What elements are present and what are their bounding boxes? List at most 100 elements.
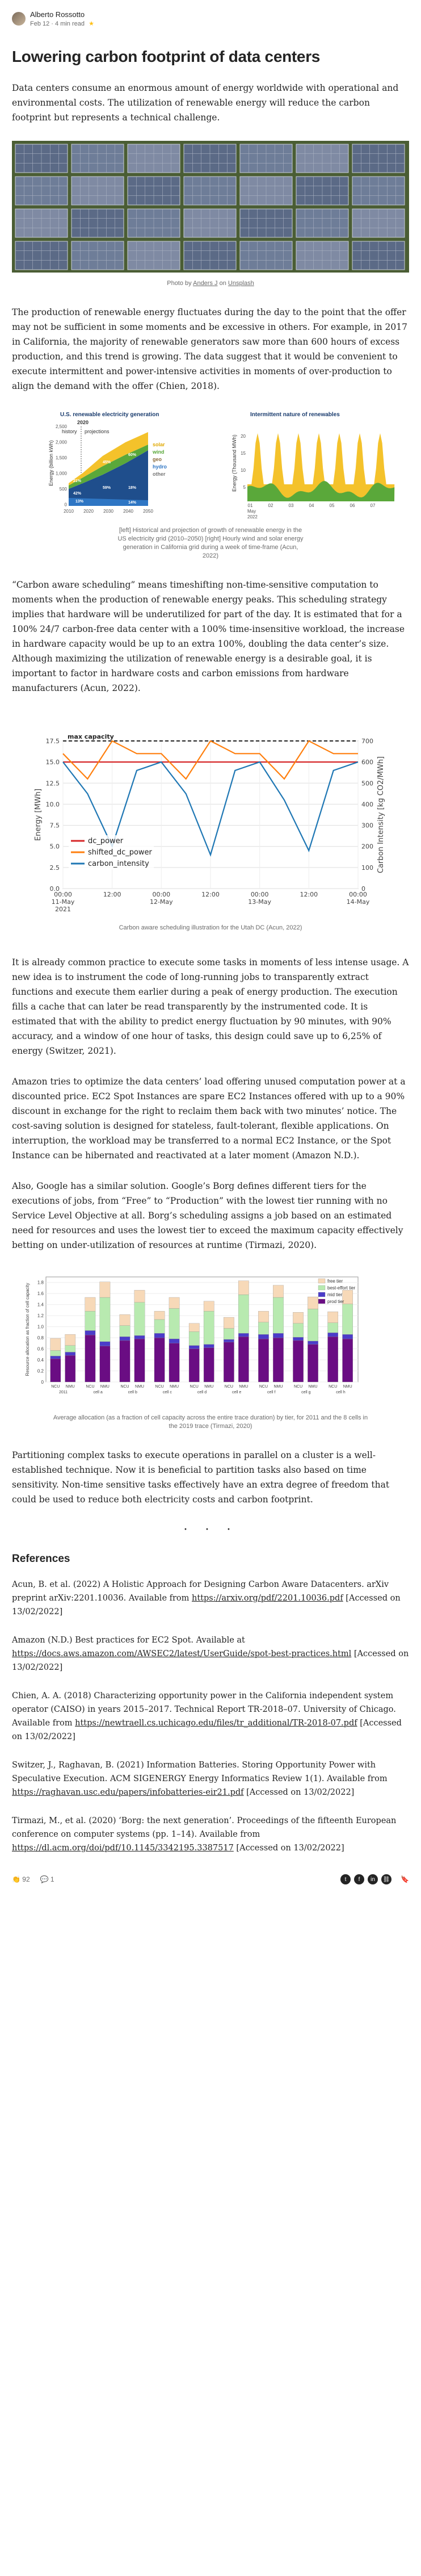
bar-mid: [134, 1335, 145, 1339]
bar-label: NMU: [170, 1385, 179, 1389]
clap-count: 92: [22, 1875, 30, 1883]
bar-be: [238, 1295, 249, 1334]
right-ytick: 15: [241, 451, 246, 456]
bar-prod: [119, 1340, 130, 1383]
facebook-share-icon[interactable]: f: [354, 1874, 365, 1884]
bar-be: [50, 1350, 61, 1356]
comment-button[interactable]: 💬 1: [40, 1875, 54, 1883]
bar-prod: [327, 1337, 339, 1383]
group-label: cell c: [163, 1390, 172, 1394]
references-heading: References: [12, 1553, 70, 1565]
reference-link[interactable]: https://newtraell.cs.uchicago.edu/files/…: [75, 1719, 357, 1728]
legend-mid-tier: mid tier: [327, 1292, 343, 1297]
legend-prod-tier: prod tier: [327, 1299, 344, 1304]
group-label: cell h: [336, 1390, 345, 1394]
reference-link[interactable]: https://arxiv.org/pdf/2201.10036.pdf: [192, 1594, 343, 1603]
bar-mid: [308, 1341, 318, 1344]
y2-axis-label: Carbon Intensity [kg CO2/MWh]: [377, 756, 385, 873]
bar-free: [99, 1281, 111, 1298]
bar-label: NMU: [309, 1385, 318, 1389]
legend-hydro: hydro: [153, 464, 167, 470]
legend-dc_power: dc_power: [88, 837, 124, 845]
bar-free: [293, 1312, 304, 1323]
article: Alberto Rossotto Feb 12 · 4 min read ★ L…: [12, 0, 409, 1884]
reference-text: Chien, A. A. (2018) Characterizing oppor…: [12, 1691, 396, 1728]
y2-tick: 500: [361, 780, 373, 787]
bookmark-icon[interactable]: 🔖: [401, 1875, 409, 1883]
bar-mid: [258, 1334, 269, 1339]
right-xtick: 05: [330, 503, 335, 508]
y-tick: 1.0: [37, 1325, 44, 1330]
y-tick: 0.6: [37, 1347, 44, 1352]
legend-geo: geo: [153, 456, 162, 462]
bar-prod: [238, 1337, 249, 1383]
y2-tick: 200: [361, 843, 373, 851]
reference-text: Acun, B. et al. (2022) A Holistic Approa…: [12, 1580, 389, 1603]
reference-link[interactable]: https://raghavan.usc.edu/papers/infobatt…: [12, 1788, 244, 1797]
bar-be: [342, 1304, 353, 1335]
y2-tick: 300: [361, 822, 373, 830]
y-tick: 15.0: [46, 759, 60, 766]
author-bar: Alberto Rossotto Feb 12 · 4 min read ★: [12, 0, 409, 27]
bar-be: [134, 1302, 145, 1336]
right-xtick: 07: [371, 503, 376, 508]
bar-be: [169, 1308, 180, 1339]
photo-credit-mid: on: [217, 280, 228, 287]
bar-mid: [154, 1333, 165, 1338]
bar-label: NMU: [66, 1385, 75, 1389]
series-shifted_dc_power: [62, 740, 358, 780]
bar-be: [119, 1325, 130, 1337]
share-label: 42%: [73, 492, 82, 496]
y-axis-label: Resource allocation as fraction of cell …: [25, 1283, 30, 1376]
bar-label: NCU: [86, 1385, 94, 1389]
right-chart-title: Intermittent nature of renewables: [250, 412, 340, 418]
unsplash-link[interactable]: Unsplash: [228, 280, 254, 287]
x-tick: 12:00: [103, 891, 121, 898]
paragraph-6: Also, Google has a similar solution. Goo…: [12, 1181, 403, 1250]
y-tick: 12.5: [46, 780, 60, 787]
borg-caption: Average allocation (as a fraction of cel…: [53, 1414, 368, 1430]
reference-item: Switzer, J., Raghavan, B. (2021) Informa…: [12, 1758, 409, 1799]
bar-label: NMU: [273, 1385, 283, 1389]
bar-mid: [273, 1333, 284, 1338]
share-label: 21%: [73, 479, 82, 483]
reference-text: Amazon (N.D.) Best practices for EC2 Spo…: [12, 1636, 245, 1645]
x-tick: 12:00: [300, 891, 318, 898]
author-name[interactable]: Alberto Rossotto: [30, 10, 85, 19]
comment-count: 1: [50, 1875, 54, 1883]
twitter-share-icon[interactable]: t: [340, 1874, 351, 1884]
right-ylabel: Energy (Thousand MWh): [231, 434, 237, 492]
right-xtick: 02: [268, 503, 273, 508]
solar-panels-photo: [12, 141, 409, 273]
linkedin-share-icon[interactable]: in: [368, 1874, 378, 1884]
y-tick: 0.4: [37, 1358, 44, 1363]
legend-other: other: [153, 471, 166, 477]
avatar[interactable]: [12, 12, 26, 26]
reference-link[interactable]: https://docs.aws.amazon.com/AWSEC2/lates…: [12, 1649, 352, 1658]
left-xtick: 2030: [103, 509, 113, 514]
borg-figure: 0 0.2 0.4 0.6 0.8 1.0 1.2 1.4 1.6 1.8 Resource all…: [12, 1268, 409, 1431]
renewables-charts: U.S. renewable electricity generation 20…: [48, 412, 395, 520]
bar-mid: [327, 1333, 339, 1337]
bar-be: [293, 1323, 304, 1338]
bar-prod: [134, 1338, 145, 1383]
bar-be: [327, 1322, 339, 1333]
bar-mid: [342, 1334, 353, 1339]
share-label: 18%: [128, 486, 137, 490]
hero-figure: Photo by Anders J on Unsplash: [12, 141, 409, 288]
clap-button[interactable]: 👏 92: [12, 1875, 30, 1883]
reference-link[interactable]: https://dl.acm.org/doi/pdf/10.1145/33421…: [12, 1844, 234, 1853]
link-share-icon[interactable]: ⛓: [381, 1874, 392, 1884]
bar-label: NCU: [51, 1385, 60, 1389]
photo-author-link[interactable]: Anders J: [193, 280, 218, 287]
legend-free-tier: free tier: [327, 1279, 343, 1284]
y-tick: 0.0: [50, 885, 60, 893]
reference-text: Switzer, J., Raghavan, B. (2021) Informa…: [12, 1761, 388, 1783]
reference-item: Amazon (N.D.) Best practices for EC2 Spo…: [12, 1633, 409, 1674]
bar-prod: [224, 1342, 234, 1383]
y-tick: 0.8: [37, 1335, 44, 1341]
group-label: cell d: [197, 1390, 207, 1394]
read-time: 4 min read: [55, 20, 85, 27]
right-ytick: 20: [241, 434, 246, 439]
max-capacity-label: max capacity: [68, 733, 114, 740]
